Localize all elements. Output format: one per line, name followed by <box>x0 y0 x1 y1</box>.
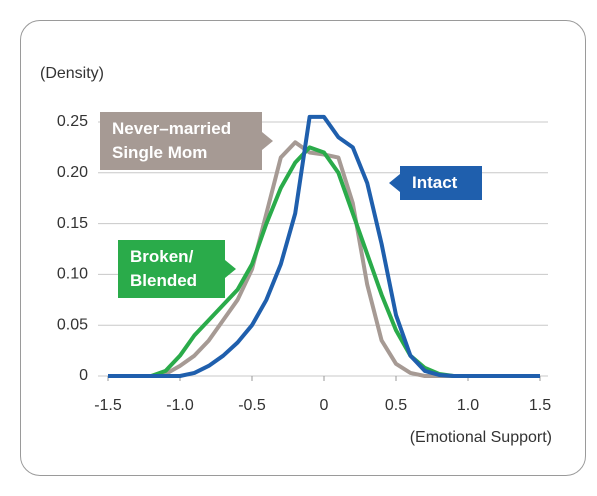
legend-label: Never–married Single Mom <box>100 112 273 170</box>
x-axis-label: (Emotional Support) <box>410 429 552 446</box>
y-tick-label: 0.20 <box>57 164 88 181</box>
y-tick-label: 0.25 <box>57 113 88 130</box>
y-tick-label: 0 <box>79 367 88 384</box>
x-tick-label: 1.0 <box>457 397 479 414</box>
x-tick-label: -1.5 <box>94 397 122 414</box>
y-axis-label: (Density) <box>40 65 104 82</box>
x-tick-label: 1.5 <box>529 397 551 414</box>
line <box>108 114 540 378</box>
x-tick-label: 0.5 <box>385 397 407 414</box>
x-tick-label: -0.5 <box>238 397 266 414</box>
y-tick-label: 0.15 <box>57 215 88 232</box>
legend-label: Broken/ Blended <box>118 240 236 298</box>
x-tick-label: 0 <box>320 397 329 414</box>
y-tick-label: 0.10 <box>57 266 88 283</box>
y-tick-label: 0.05 <box>57 316 88 333</box>
x-tick-label: -1.0 <box>166 397 194 414</box>
frame <box>20 20 586 476</box>
legend-label: Intact <box>389 166 482 200</box>
